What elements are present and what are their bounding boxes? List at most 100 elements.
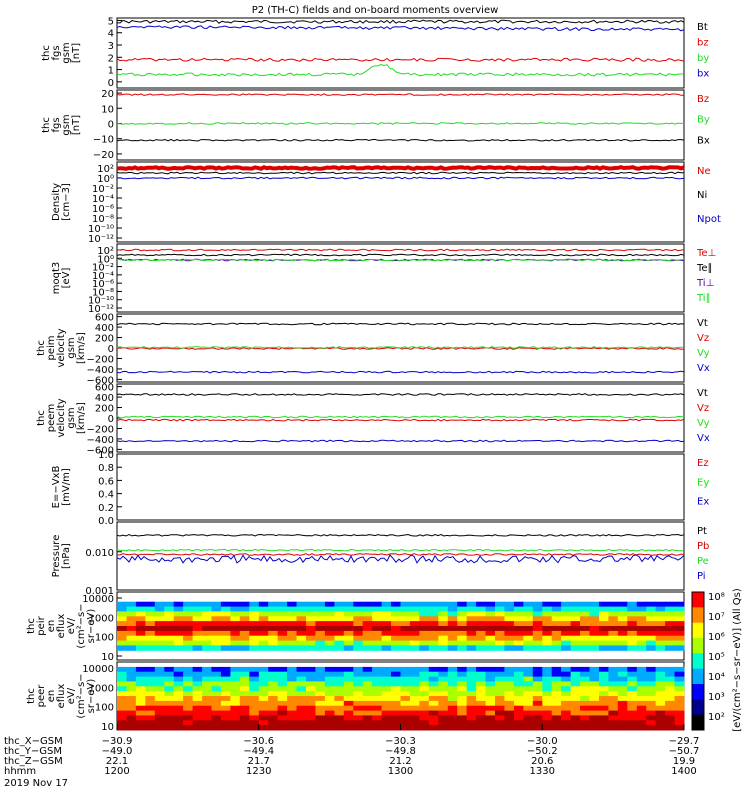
heat-cell <box>476 621 486 627</box>
heat-cell <box>258 671 269 678</box>
heat-cell <box>504 676 515 682</box>
heat-cell <box>372 635 382 642</box>
heat-cell <box>183 696 193 702</box>
heat-cell <box>627 700 638 707</box>
heat-cell <box>513 645 524 651</box>
heat-cell <box>126 691 137 697</box>
heat-cell <box>135 705 146 712</box>
ylabel-density-0: Density <box>51 183 62 221</box>
heat-cell <box>495 705 505 712</box>
heat-cell <box>117 705 127 712</box>
heat-cell <box>428 710 439 716</box>
heat-cell <box>192 720 203 726</box>
heat-cell <box>239 621 250 627</box>
heat-cell <box>532 645 543 651</box>
heat-cell <box>617 715 628 721</box>
series-peem-1 <box>116 418 685 422</box>
heat-cell <box>646 725 657 731</box>
heat-cell <box>249 671 260 678</box>
heat-cell <box>324 671 335 678</box>
heat-cell <box>608 691 619 697</box>
heat-cell <box>230 710 241 716</box>
heat-cell <box>409 601 420 608</box>
heat-cell <box>542 686 553 692</box>
heat-cell <box>438 715 449 721</box>
ylabel-peer-0: thc <box>26 688 37 704</box>
heat-cell <box>495 611 505 617</box>
legend-peim-2: Vy <box>697 348 710 359</box>
heat-cell <box>353 666 364 673</box>
heat-cell <box>466 676 477 682</box>
heat-cell <box>570 691 581 697</box>
heat-cell <box>334 630 345 637</box>
heat-cell <box>655 725 666 731</box>
heat-cell <box>532 666 543 673</box>
heat-cell <box>334 700 345 707</box>
heat-cell <box>173 630 184 637</box>
heat-cell <box>135 616 146 622</box>
heat-cell <box>447 630 458 637</box>
heat-cell <box>523 666 534 673</box>
heat-cell <box>466 616 477 622</box>
heat-cell <box>362 616 373 622</box>
heat-cell <box>211 676 222 682</box>
heat-cell <box>135 601 146 608</box>
heat-cell <box>655 691 666 697</box>
heat-cell <box>145 681 156 687</box>
heat-cell <box>126 621 137 627</box>
ytick-label-density-1: 10⁰ <box>97 174 114 185</box>
heat-cell <box>230 700 241 707</box>
heat-cell <box>306 671 316 678</box>
heat-cell <box>495 725 505 731</box>
heat-cell <box>192 710 203 716</box>
heat-cell <box>353 601 364 608</box>
axis-row-value-2-0: 22.1 <box>106 756 128 767</box>
heat-cell <box>391 606 401 612</box>
heat-cell <box>315 640 326 646</box>
heat-cell <box>589 676 600 682</box>
heat-cell <box>495 681 505 687</box>
heat-cell <box>589 681 600 687</box>
heat-cell <box>570 705 581 712</box>
heat-cell <box>381 626 392 632</box>
heat-cell <box>599 691 609 697</box>
axis-row-value-3-0: 1200 <box>104 766 129 777</box>
heat-cell <box>513 700 524 707</box>
heat-cell <box>343 715 354 721</box>
heat-cell <box>249 621 260 627</box>
heat-cell <box>296 640 307 646</box>
heat-cell <box>551 720 562 726</box>
heat-cell <box>551 666 562 673</box>
heat-cell <box>608 645 619 651</box>
panel-frame-temp <box>116 243 685 313</box>
heat-cell <box>513 681 524 687</box>
heat-cell <box>608 601 619 608</box>
heat-cell <box>230 640 241 646</box>
heat-cell <box>192 700 203 707</box>
heat-cell <box>391 681 401 687</box>
heat-cell <box>287 626 297 632</box>
heat-cell <box>249 720 260 726</box>
heat-cell <box>145 626 156 632</box>
heat-cell <box>164 601 175 608</box>
heat-cell <box>646 681 657 687</box>
heat-cell <box>154 710 165 716</box>
heat-cell <box>646 705 657 712</box>
heat-cell <box>495 666 505 673</box>
heat-cell <box>400 725 411 731</box>
heat-cell <box>542 621 553 627</box>
heat-cell <box>428 700 439 707</box>
heat-cell <box>409 630 420 637</box>
heat-cell <box>636 601 647 608</box>
panel-frame-efield <box>116 453 685 521</box>
heat-cell <box>117 626 127 632</box>
heat-cell <box>287 616 297 622</box>
heat-cell <box>570 630 581 637</box>
heat-cell <box>570 606 581 612</box>
ylabel-peim-1: peim <box>46 335 57 360</box>
heat-cell <box>561 686 571 692</box>
heat-cell <box>220 626 231 632</box>
heat-cell <box>372 601 382 608</box>
heat-cell <box>580 626 590 632</box>
heat-cell <box>239 606 250 612</box>
